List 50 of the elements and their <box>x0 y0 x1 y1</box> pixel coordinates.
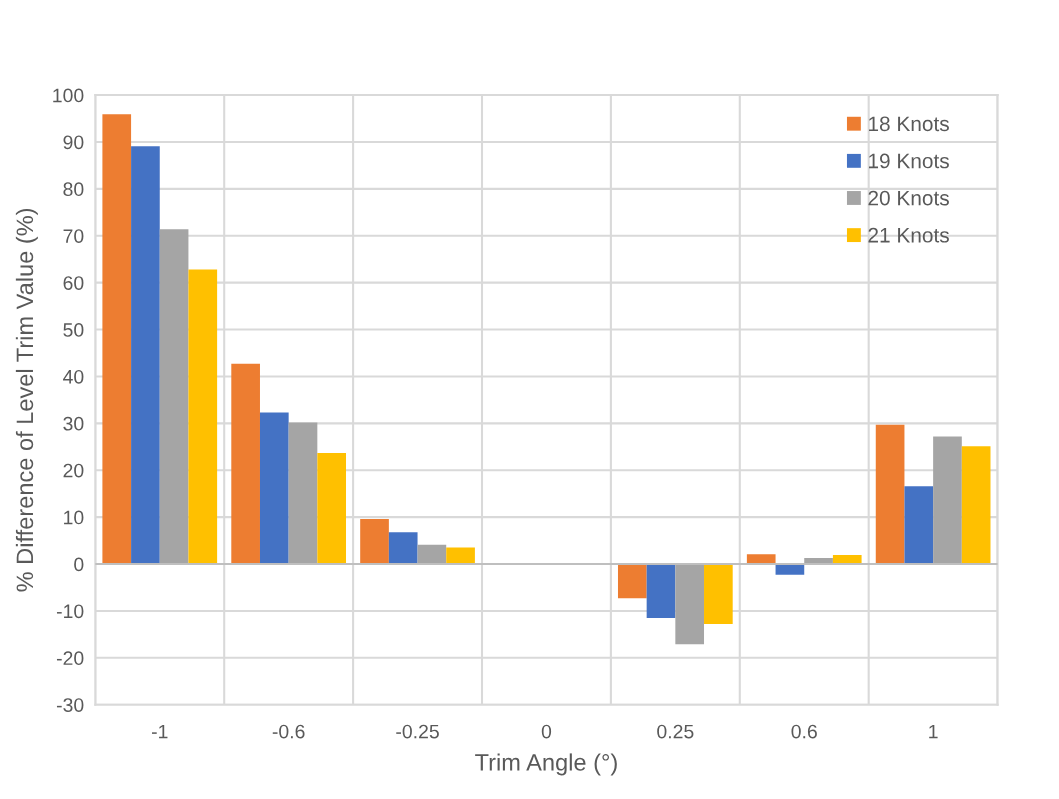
x-tick-label: -1 <box>151 724 168 739</box>
y-tick-label: 90 <box>63 135 84 150</box>
bar <box>904 486 934 565</box>
bar <box>617 564 647 599</box>
y-axis-title: % Difference of Level Trim Value (%) <box>15 208 38 592</box>
bar <box>417 544 447 565</box>
y-tick-label: -10 <box>56 604 84 619</box>
y-tick-label: 100 <box>53 88 84 103</box>
bar <box>188 269 218 565</box>
y-tick-label: 0 <box>74 557 84 572</box>
bar <box>159 229 189 565</box>
bar <box>231 363 260 565</box>
x-tick-label: 0.6 <box>791 724 817 739</box>
bar <box>675 564 705 645</box>
x-tick-label: -0.25 <box>396 724 439 739</box>
bar <box>102 114 132 565</box>
bar <box>933 436 962 565</box>
y-tick-label: -30 <box>56 698 84 712</box>
bar <box>704 564 733 625</box>
bar <box>388 532 418 565</box>
bar <box>259 412 289 565</box>
y-tick-label: 70 <box>63 229 84 243</box>
bar <box>875 424 905 565</box>
y-tick-label: 50 <box>63 323 84 337</box>
bar <box>646 564 676 618</box>
bar <box>446 547 475 565</box>
bar <box>775 564 805 575</box>
bar <box>131 146 160 565</box>
legend-label: 21 Knots <box>868 227 949 243</box>
y-tick-label: 40 <box>63 369 84 384</box>
bar <box>832 555 862 565</box>
y-tick-label: 10 <box>64 510 84 525</box>
bar <box>288 422 318 565</box>
bar <box>360 519 389 565</box>
x-axis-title: Trim Angle (°) <box>475 753 617 776</box>
legend-label: 18 Knots <box>869 116 949 132</box>
x-tick-label: -0.6 <box>272 724 305 739</box>
legend-label: 20 Knots <box>868 190 949 206</box>
y-tick-label: 20 <box>63 463 84 478</box>
legend-label: 19 Knots <box>869 153 949 169</box>
x-tick-label: 0.25 <box>657 724 694 739</box>
y-tick-label: 30 <box>63 416 84 431</box>
x-tick-label: 0 <box>541 724 552 739</box>
y-tick-label: 60 <box>63 276 84 290</box>
x-tick-label: 1 <box>929 724 938 739</box>
y-tick-label: -20 <box>56 651 84 666</box>
bar <box>961 446 991 565</box>
y-tick-label: 80 <box>63 182 84 197</box>
bar <box>317 452 347 565</box>
bar <box>746 554 776 565</box>
